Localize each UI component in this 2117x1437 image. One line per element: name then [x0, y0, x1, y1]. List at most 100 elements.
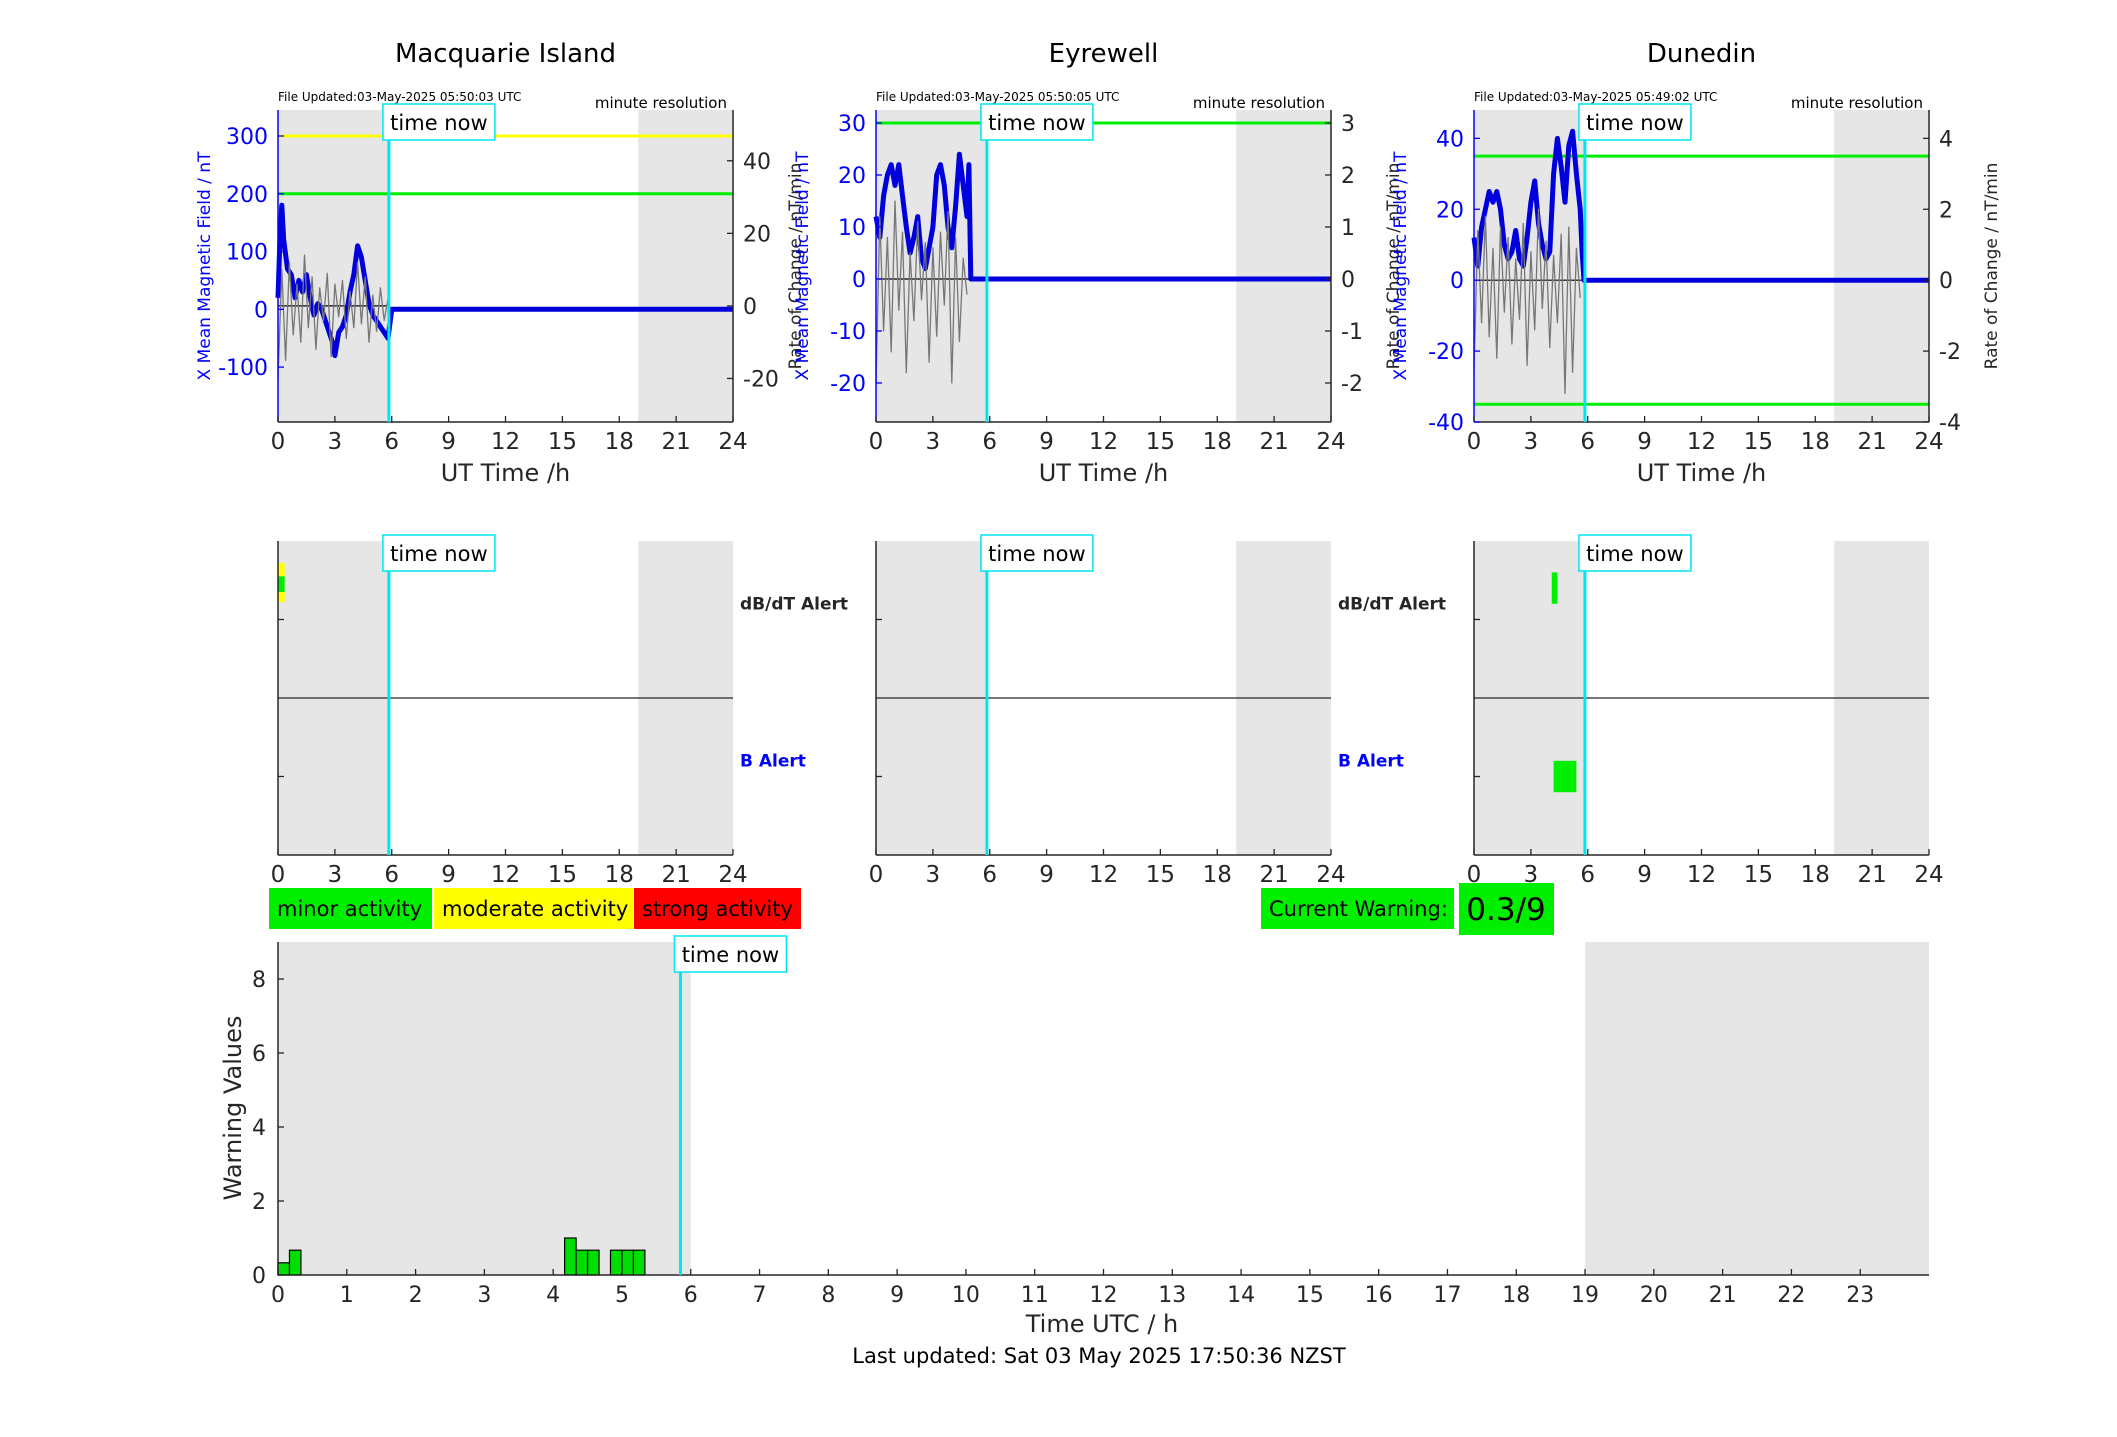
warning-x-tick-label: 21: [1709, 1283, 1737, 1308]
resolution-text: minute resolution: [595, 94, 727, 112]
current-warning-value: 0.3/9: [1466, 892, 1545, 928]
left-y-axis-label: X Mean Magnetic Field / nT: [195, 151, 215, 381]
right-y-tick-label: 0: [743, 295, 757, 320]
x-axis-label: UT Time /h: [441, 459, 571, 487]
alert-x-tick-label: 6: [384, 862, 399, 888]
station-x-tick-label: 15: [1744, 429, 1773, 455]
legend-moderate-label: moderate activity: [442, 897, 628, 921]
left-y-tick-label: -40: [1428, 411, 1464, 436]
warning-x-tick-label: 15: [1296, 1283, 1324, 1308]
station-x-tick-label: 9: [1039, 429, 1054, 455]
right-y-tick-label: -1: [1341, 320, 1363, 345]
b-alert-label: B Alert: [1338, 752, 1404, 772]
warning-time-now-label: time now: [682, 943, 779, 967]
left-y-tick-label: 0: [852, 268, 866, 293]
alert-x-tick-label: 9: [1637, 862, 1652, 888]
station-time-now-box: [1578, 103, 1692, 141]
station-x-tick-label: 0: [271, 429, 286, 455]
right-y-tick-label: -2: [1939, 340, 1961, 365]
left-y-tick-label: -100: [218, 356, 268, 381]
warning-x-tick-label: 14: [1227, 1283, 1255, 1308]
warning-x-tick-label: 4: [546, 1283, 560, 1308]
alert-x-tick-label: 12: [491, 862, 520, 888]
station-x-tick-label: 12: [1687, 429, 1716, 455]
file-updated-text: File Updated:03-May-2025 05:50:03 UTC: [278, 90, 521, 104]
station-x-tick-label: 21: [1259, 429, 1288, 455]
station-x-tick-label: 0: [869, 429, 884, 455]
left-y-axis-label: X Mean Magnetic Field / nT: [793, 151, 813, 381]
left-y-axis-label: X Mean Magnetic Field / nT: [1391, 151, 1411, 381]
station-chart-1: 0 3 6 9 12 15 18 21 24 -100 0 100 200 300 -20 0 20 40 Macq…: [195, 39, 806, 487]
warning-x-tick-label: 19: [1571, 1283, 1599, 1308]
left-y-tick-label: -20: [1428, 340, 1464, 365]
right-y-tick-label: 0: [1939, 269, 1953, 294]
left-y-tick-label: 40: [1436, 127, 1464, 152]
alert-x-tick-label: 12: [1687, 862, 1716, 888]
night-shading: [1236, 110, 1331, 422]
station-chart-3: 0 3 6 9 12 15 18 21 24-40-2002040-4-2024DunedinF…: [1391, 39, 2002, 487]
warning-bar: [609, 1249, 623, 1276]
alert-x-tick-label: 3: [926, 862, 941, 888]
right-y-axis-label: Rate of Change / nT/min: [786, 163, 806, 370]
station-x-tick-label: 9: [441, 429, 456, 455]
right-y-tick-label: 1: [1341, 216, 1355, 241]
station-x-tick-label: 15: [1146, 429, 1175, 455]
alert-x-tick-label: 6: [982, 862, 997, 888]
legend-minor-label: minor activity: [277, 897, 422, 921]
warning-bar: [621, 1249, 635, 1276]
left-y-tick-label: 20: [838, 164, 866, 189]
b-alert-label: B Alert: [740, 752, 806, 772]
warning-x-tick-label: 9: [890, 1283, 904, 1308]
station-x-tick-label: 3: [328, 429, 343, 455]
warning-x-tick-label: 8: [821, 1283, 835, 1308]
station-x-tick-label: 6: [384, 429, 399, 455]
x-field-series-line: [1471, 128, 1929, 283]
station-title: Eyrewell: [1049, 39, 1159, 69]
alert-x-tick-label: 21: [1259, 862, 1288, 888]
warning-bar: [288, 1249, 302, 1276]
warning-x-tick-label: 22: [1777, 1283, 1805, 1308]
night-shading: [638, 110, 733, 422]
warning-bar: [632, 1249, 646, 1276]
alert-time-now-label: time now: [988, 542, 1085, 566]
warning-bar: [575, 1249, 589, 1276]
right-y-tick-label: 2: [1939, 198, 1953, 223]
last-updated-text: Last updated: Sat 03 May 2025 17:50:36 N…: [852, 1344, 1346, 1368]
warning-x-tick-label: 13: [1158, 1283, 1186, 1308]
alert-x-tick-label: 21: [661, 862, 690, 888]
right-y-tick-label: 20: [743, 222, 771, 247]
alert-x-tick-label: 18: [605, 862, 634, 888]
left-y-tick-label: 10: [838, 216, 866, 241]
right-y-tick-label: 3: [1341, 112, 1355, 137]
warning-bar: [586, 1249, 600, 1276]
right-y-tick-label: -2: [1341, 372, 1363, 397]
station-x-tick-label: 21: [661, 429, 690, 455]
warning-x-tick-label: 16: [1365, 1283, 1393, 1308]
station-x-tick-label: 3: [926, 429, 941, 455]
warning-y-tick-label: 0: [252, 1264, 266, 1289]
station-x-tick-label: 24: [1316, 429, 1345, 455]
legend-moderate-swatch: [434, 888, 633, 929]
warning-x-tick-label: 17: [1433, 1283, 1461, 1308]
dbdt-alert-label: dB/dT Alert: [1338, 595, 1446, 615]
night-shading: [1585, 942, 1929, 1275]
left-y-tick-label: -20: [830, 372, 866, 397]
station-time-now-box: [382, 103, 496, 141]
legend-strong-label: strong activity: [642, 897, 793, 921]
warning-y-tick-label: 8: [252, 968, 266, 993]
left-y-tick-label: 0: [1450, 269, 1464, 294]
warning-x-tick-label: 5: [615, 1283, 629, 1308]
station-x-tick-label: 24: [718, 429, 747, 455]
station-x-tick-label: 18: [1203, 429, 1232, 455]
station-x-tick-label: 6: [1580, 429, 1595, 455]
warning-x-tick-label: 20: [1640, 1283, 1668, 1308]
warning-y-tick-label: 2: [252, 1190, 266, 1215]
right-y-axis-label: Rate of Change / nT/min: [1982, 163, 2002, 370]
file-updated-text: File Updated:03-May-2025 05:50:05 UTC: [876, 90, 1119, 104]
alert-time-now-box: [1578, 534, 1692, 572]
alert-bar-minor: [1553, 760, 1577, 793]
warning-values-chart: 0 1 2 3 4 5 6 7 8 9 10 11 12 13 14 15 16 17 18 19 20 21 22 2302…: [219, 935, 1929, 1338]
current-warning: Current Warning: 0.3/9: [1261, 883, 1554, 935]
night-shading: [1834, 110, 1929, 422]
